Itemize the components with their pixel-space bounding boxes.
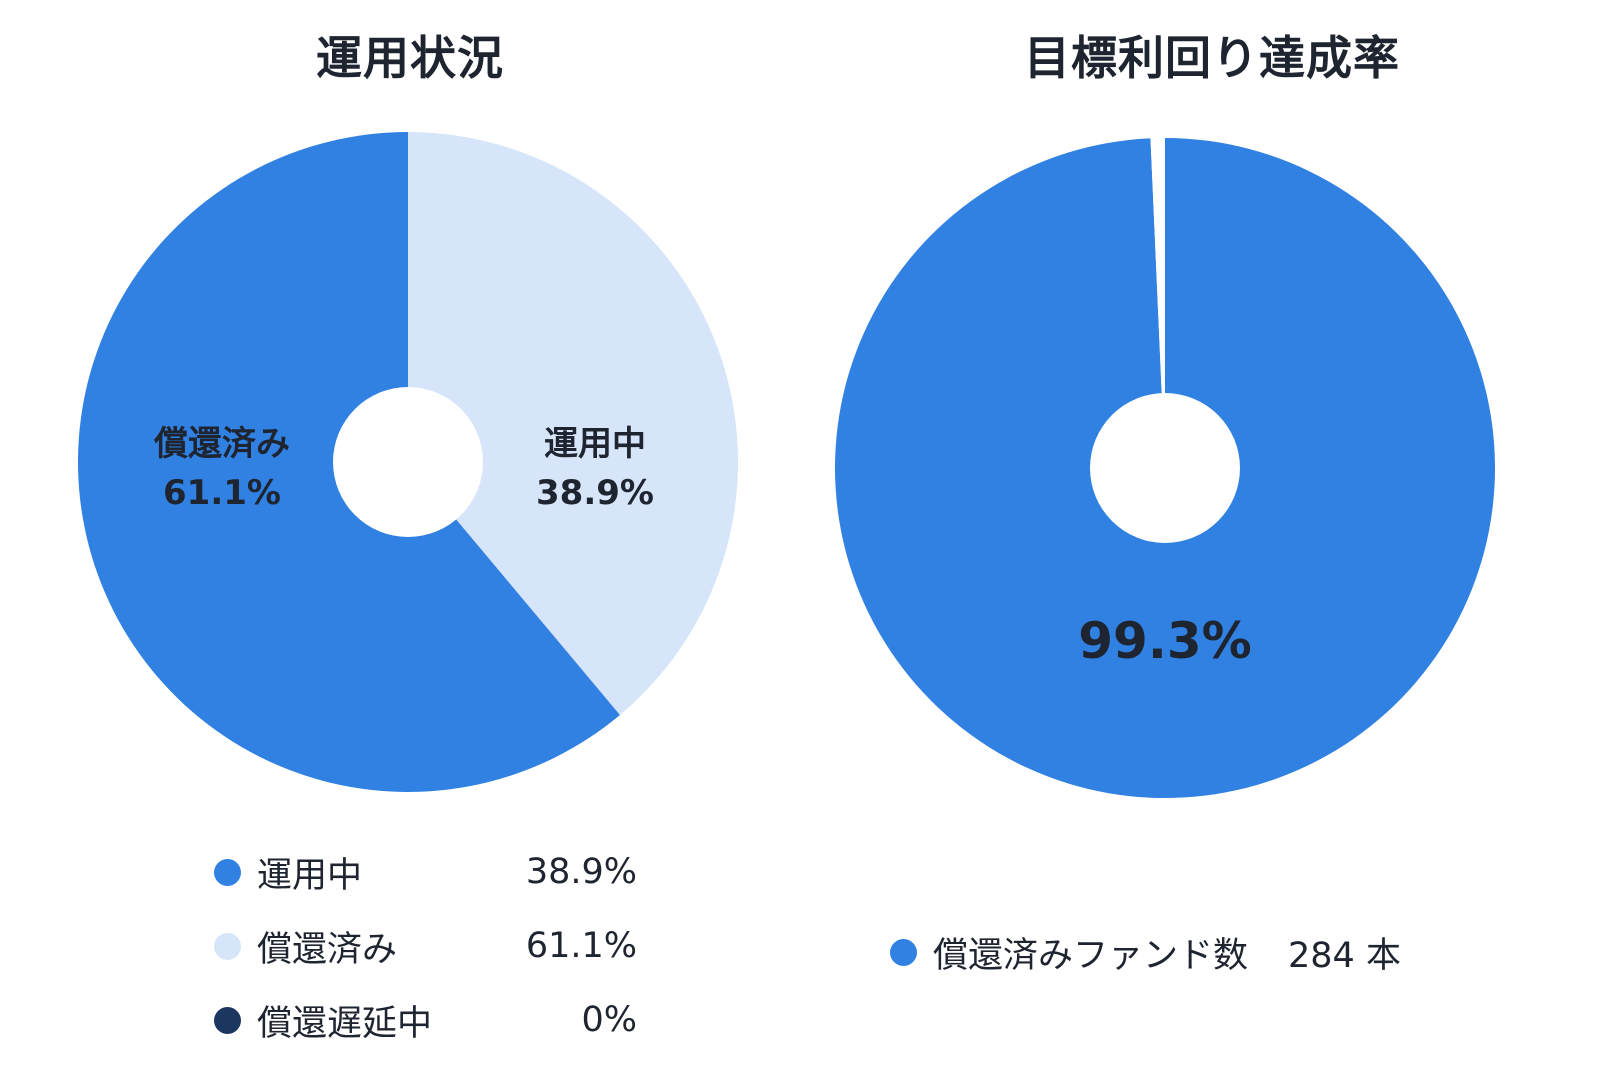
slice-label-name: 運用中 <box>544 424 646 464</box>
legend-swatch <box>214 858 241 886</box>
slice-label-name: 償還済み <box>153 424 290 464</box>
legend-value: 38.9% <box>525 852 637 892</box>
legend-item-in-operation: 運用中 38.9% <box>214 845 637 899</box>
target-yield-panel: 目標利回り達成率 99.3% 償還済みファンド数 284 本 <box>820 0 1604 1090</box>
legend-label: 運用中 <box>257 855 363 896</box>
legend-swatch <box>890 938 917 966</box>
chart-title: 運用状況 <box>316 31 504 85</box>
slice-label-value: 38.9% <box>536 473 654 513</box>
operation-status-pie-chart: 運用中 38.9% 償還済み 61.1% <box>77 132 738 793</box>
target-yield-pie-chart: 99.3% <box>835 138 1495 799</box>
operation-status-panel: 運用状況 運用中 38.9% 償還済み 61.1% 運用中 38.9% 償還済み 61… <box>77 31 738 1067</box>
slice-label-value: 99.3% <box>1078 612 1251 670</box>
legend-item-redeemed-funds: 償還済みファンド数 284 本 <box>890 925 1401 979</box>
operation-status-legend: 運用中 38.9% 償還済み 61.1% 償還遅延中 0% <box>214 845 637 1067</box>
legend-swatch <box>214 932 241 960</box>
pie-slice-0 <box>408 132 738 715</box>
target-yield-legend: 償還済みファンド数 284 本 <box>890 925 1401 999</box>
legend-swatch <box>214 1006 241 1034</box>
legend-item-redemption-delayed: 償還遅延中 0% <box>214 993 637 1047</box>
pie-slice-1 <box>1150 138 1165 468</box>
pie-center-hole <box>1090 393 1240 543</box>
legend-item-redeemed: 償還済み 61.1% <box>214 919 637 973</box>
legend-label: 償還遅延中 <box>257 1003 433 1044</box>
legend-label: 償還済み <box>257 929 398 970</box>
pie-center-hole <box>333 387 483 537</box>
slice-label-value: 61.1% <box>163 473 281 513</box>
legend-label: 償還済みファンド数 <box>933 935 1249 976</box>
legend-value: 0% <box>581 1000 637 1040</box>
legend-value: 61.1% <box>525 926 637 966</box>
legend-value: 284 本 <box>1288 935 1401 976</box>
chart-title: 目標利回り達成率 <box>1024 31 1400 85</box>
